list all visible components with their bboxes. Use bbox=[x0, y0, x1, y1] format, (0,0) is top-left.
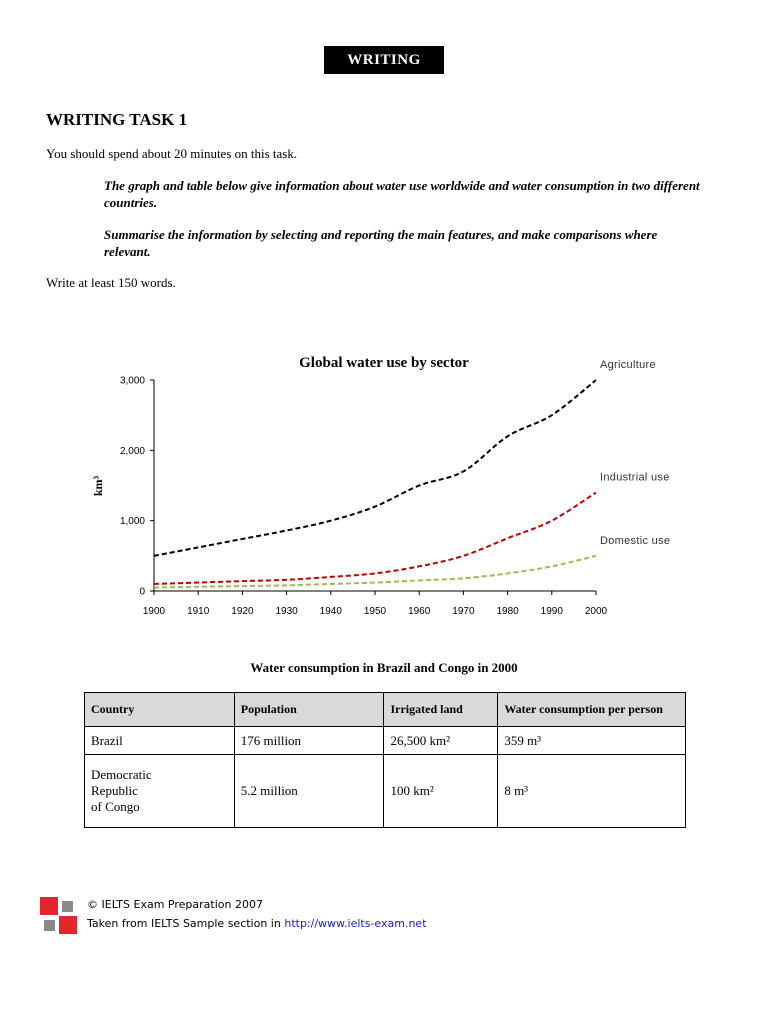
cell-water-consumption: 359 m³ bbox=[497, 726, 686, 755]
cell-country-line: of Congo bbox=[91, 799, 140, 814]
x-tick-label: 1900 bbox=[143, 606, 166, 617]
task-title: WRITING TASK 1 bbox=[46, 110, 188, 129]
series-label-industrial-use: Industrial use bbox=[600, 472, 670, 484]
cell-country: Brazil bbox=[84, 726, 235, 755]
table-header-row: Country Population Irrigated land Water … bbox=[84, 692, 686, 727]
cell-irrigated-land: 26,500 km² bbox=[383, 726, 499, 755]
x-tick-label: 1940 bbox=[320, 606, 343, 617]
y-tick-label: 3,000 bbox=[120, 376, 145, 387]
series-line-domestic-use bbox=[153, 554, 597, 589]
y-axis-label: km³ bbox=[91, 475, 105, 496]
cell-country: Democratic Republic of Congo bbox=[84, 754, 235, 828]
cell-population: 176 million bbox=[233, 726, 385, 755]
table-title: Water consumption in Brazil and Congo in… bbox=[250, 660, 518, 675]
series-label-agriculture: Agriculture bbox=[600, 359, 656, 371]
water-use-chart: Global water use by sector km³ 0 1,000 2,0… bbox=[91, 355, 670, 617]
word-count-instruction: Write at least 150 words. bbox=[46, 275, 176, 290]
x-tick-label: 2000 bbox=[585, 606, 608, 617]
x-tick-label: 1990 bbox=[541, 606, 564, 617]
y-tick-label: 0 bbox=[139, 587, 145, 598]
cell-water-consumption: 8 m³ bbox=[497, 754, 686, 828]
x-tick-label: 1960 bbox=[408, 606, 431, 617]
y-tick-label: 1,000 bbox=[120, 516, 145, 527]
y-tick-label: 2,000 bbox=[120, 446, 145, 457]
task-instruction: You should spend about 20 minutes on thi… bbox=[46, 146, 298, 161]
table-row-congo: Democratic Republic of Congo 5.2 million… bbox=[84, 754, 686, 828]
section-header-label: WRITING bbox=[347, 51, 421, 68]
column-header-irrigated-land: Irrigated land bbox=[383, 692, 499, 727]
footer-copyright: © IELTS Exam Preparation 2007 bbox=[87, 898, 263, 911]
series-line-agriculture bbox=[153, 379, 597, 557]
ielts-exam-link[interactable]: http://www.ielts-exam.net bbox=[284, 917, 427, 930]
task-prompt-1: The graph and table below give informati… bbox=[104, 178, 700, 210]
table-row-brazil: Brazil 176 million 26,500 km² 359 m³ bbox=[84, 726, 686, 755]
task-prompt-2: Summarise the information by selecting a… bbox=[104, 227, 658, 259]
column-header-country: Country bbox=[84, 692, 235, 727]
x-tick-label: 1910 bbox=[187, 606, 210, 617]
column-header-water-consumption: Water consumption per person bbox=[497, 692, 686, 727]
footer-source-prefix: Taken from IELTS Sample section in bbox=[87, 917, 285, 930]
x-tick-label: 1970 bbox=[452, 606, 475, 617]
footer-source: Taken from IELTS Sample section in http:… bbox=[87, 914, 487, 933]
ielts-logo-icon bbox=[40, 897, 80, 934]
x-tick-label: 1980 bbox=[496, 606, 519, 617]
section-header: WRITING bbox=[324, 46, 444, 74]
series-line-industrial-use bbox=[153, 491, 597, 585]
consumption-table: Country Population Irrigated land Water … bbox=[84, 692, 686, 828]
chart-title: Global water use by sector bbox=[299, 355, 469, 371]
cell-country-line: Republic bbox=[91, 783, 138, 798]
cell-irrigated-land: 100 km² bbox=[383, 754, 499, 828]
x-tick-label: 1920 bbox=[231, 606, 254, 617]
series-label-domestic-use: Domestic use bbox=[600, 535, 670, 547]
cell-country-line: Democratic bbox=[91, 767, 152, 782]
x-tick-label: 1930 bbox=[275, 606, 298, 617]
x-tick-label: 1950 bbox=[364, 606, 387, 617]
column-header-population: Population bbox=[233, 692, 385, 727]
cell-population: 5.2 million bbox=[233, 754, 385, 828]
